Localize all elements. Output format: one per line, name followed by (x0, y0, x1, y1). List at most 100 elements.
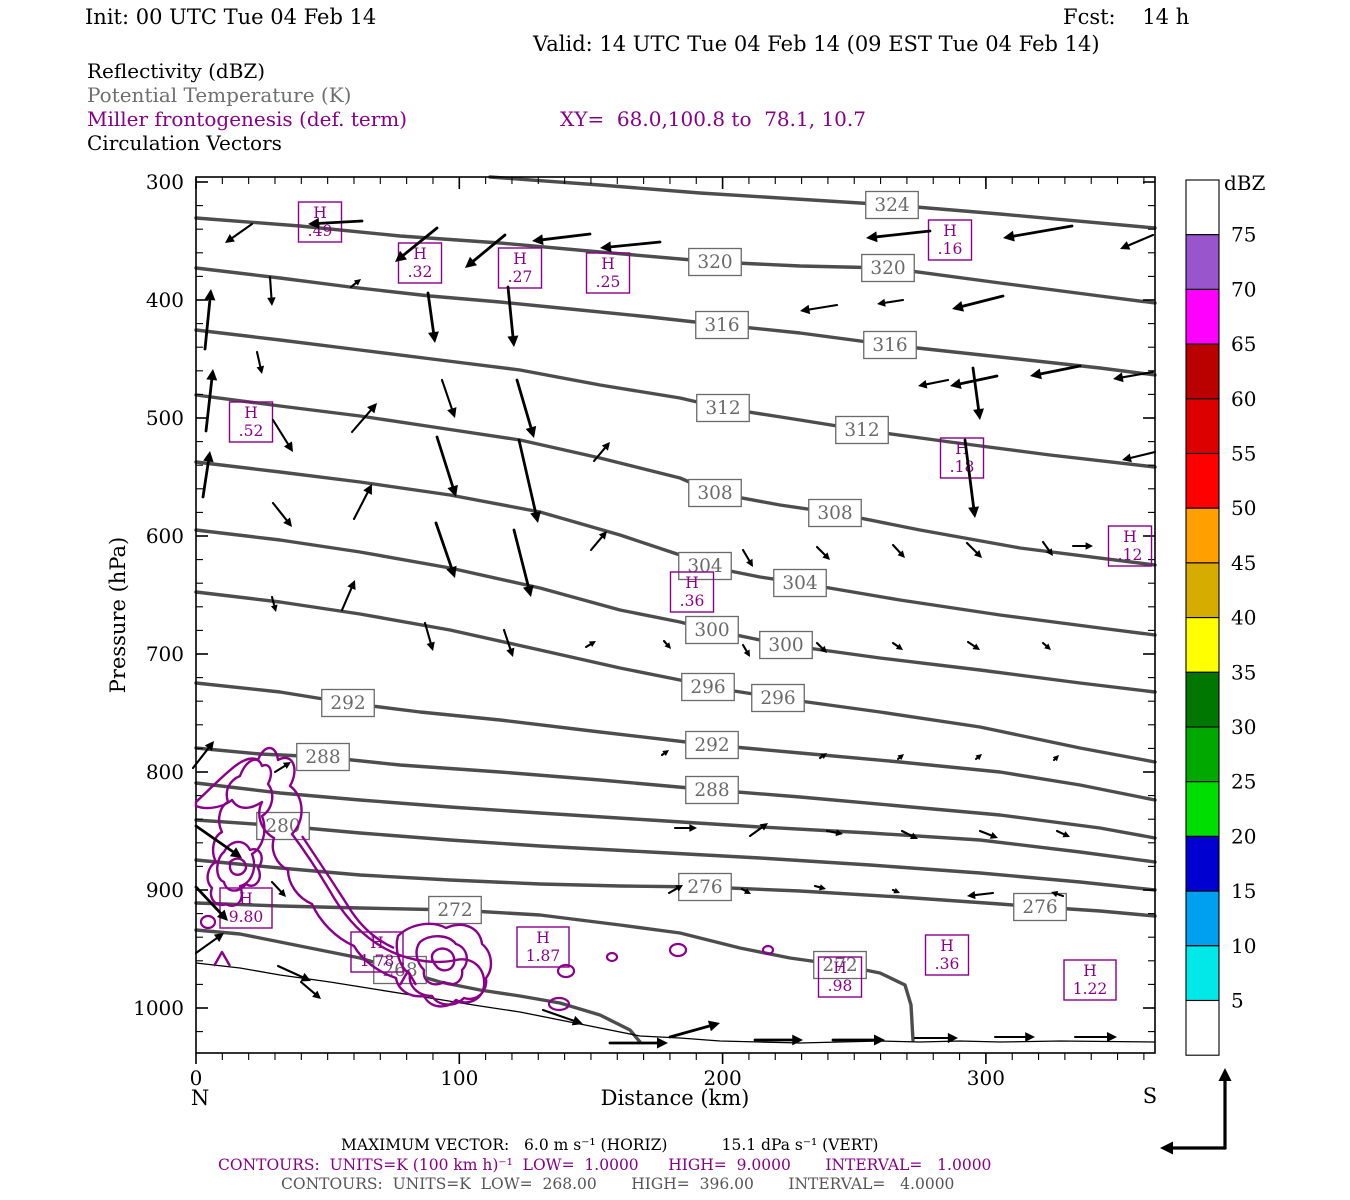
circulation-vector-head (657, 1037, 668, 1049)
circulation-vector-head (1052, 755, 1059, 762)
contour-label-316: 316 (704, 315, 739, 336)
contour-label-box (688, 478, 742, 508)
circulation-vector (959, 374, 999, 386)
circulation-vector (1055, 829, 1065, 836)
colorbar-title: dBZ (1224, 171, 1266, 195)
circulation-vector (349, 282, 357, 289)
colorbar-cell (1185, 781, 1220, 837)
contour-label-300: 300 (694, 620, 729, 641)
circulation-vector-head (874, 1034, 885, 1046)
circulation-vector-head (267, 297, 276, 306)
h-max-value: .27 (508, 268, 533, 286)
north-end-label: N (191, 1086, 209, 1110)
contour-label-288: 288 (694, 780, 729, 801)
circulation-vector (584, 643, 592, 649)
circulation-vector (667, 887, 679, 895)
circulation-vector-head (229, 847, 242, 858)
circulation-vector-head (820, 753, 827, 759)
circulation-vector (813, 884, 821, 889)
frontogenesis-contour (228, 857, 248, 876)
plot-frame (195, 176, 1156, 1054)
circulation-vector-head (972, 643, 980, 650)
y-tick-label: 1000 (133, 996, 184, 1020)
circulation-vector-head (897, 550, 905, 558)
contour-label-box (296, 742, 350, 772)
circulation-vector-head (1122, 453, 1132, 463)
circulation-vector (741, 643, 748, 653)
circulation-vector-head (300, 972, 311, 982)
circulation-vector-head (225, 234, 235, 243)
circulation-vector-head (1044, 643, 1051, 650)
circulation-vector-head (395, 250, 408, 262)
contour-label-296: 296 (760, 688, 795, 709)
circulation-vector-head (525, 425, 537, 438)
circulation-vector (808, 303, 839, 311)
h-max-box (228, 401, 274, 443)
contour-label-316: 316 (872, 335, 907, 356)
circulation-vector (541, 232, 592, 242)
contour-label-box (678, 551, 732, 581)
circulation-vector (191, 747, 210, 770)
colorbar-cell (1185, 999, 1220, 1056)
colorbar-level-label: 75 (1231, 223, 1256, 247)
h-max-value: .32 (408, 263, 433, 281)
h-max-value: .16 (938, 240, 963, 258)
h-max-letter: H (943, 222, 957, 240)
h-max-value: 1.78 (360, 952, 395, 970)
contour-label-box (813, 950, 867, 980)
circulation-vector (276, 964, 304, 979)
circulation-vector-head (367, 403, 377, 414)
circulation-vector-head (1051, 890, 1059, 898)
circulation-vector (875, 229, 932, 239)
contour-label-box (678, 872, 732, 902)
contour-label-box (1013, 892, 1067, 922)
circulation-vector-head (746, 558, 753, 567)
circulation-vector-head (973, 408, 984, 420)
h-max-box (516, 926, 570, 968)
frontogenesis-contour (216, 840, 263, 892)
contour-label-box (759, 630, 813, 660)
h-max-box (939, 437, 985, 479)
circulation-vector (963, 438, 976, 509)
y-tick-label: 600 (146, 524, 184, 548)
circulation-vector-head (895, 643, 903, 650)
circulation-vector (891, 543, 902, 554)
contour-label-296: 296 (690, 677, 725, 698)
circulation-vector-head (910, 832, 918, 839)
contour-label-276: 276 (1022, 897, 1057, 918)
colorbar-cell (1185, 288, 1220, 345)
circulation-vector-head (588, 641, 596, 648)
h-max-box (497, 247, 543, 289)
init-time-label: Init: 00 UTC Tue 04 Feb 14 (85, 5, 377, 29)
circulation-vector-head (866, 231, 878, 243)
circulation-vector (884, 298, 905, 304)
frontogenesis-contour (668, 942, 688, 958)
colorbar-cell (1185, 507, 1220, 564)
h-max-letter: H (833, 959, 847, 977)
h-max-value: .25 (596, 273, 621, 291)
contour-label-292: 292 (330, 693, 365, 714)
h-max-letter: H (244, 404, 258, 422)
circulation-vector-head (1120, 241, 1131, 250)
circulation-vector (271, 501, 288, 522)
h-max-box (927, 219, 973, 261)
colorbar-cell (1185, 835, 1220, 892)
circulation-vector-head (426, 641, 435, 651)
circulation-vector (668, 1024, 711, 1039)
colorbar-level-label: 70 (1231, 277, 1256, 301)
colorbar-level-label: 5 (1231, 989, 1244, 1013)
circulation-vector (472, 233, 507, 263)
contour-label-box (773, 568, 827, 598)
colorbar-cell (1185, 945, 1220, 1002)
circulation-vector (340, 587, 353, 612)
h-max-box (350, 931, 404, 973)
circulation-vector-head (1046, 548, 1053, 556)
frontogenesis-contour-info: CONTOURS: UNITS=K (100 km h)⁻¹ LOW= 1.00… (218, 1156, 992, 1174)
theta-contour-324 (488, 175, 1157, 230)
circulation-vector (204, 378, 214, 433)
theta-contour-284 (194, 781, 1157, 864)
contour-label-box (681, 672, 735, 702)
circulation-vector-head (897, 754, 904, 761)
contour-label-320: 320 (870, 258, 905, 279)
circulation-vector (194, 885, 223, 915)
